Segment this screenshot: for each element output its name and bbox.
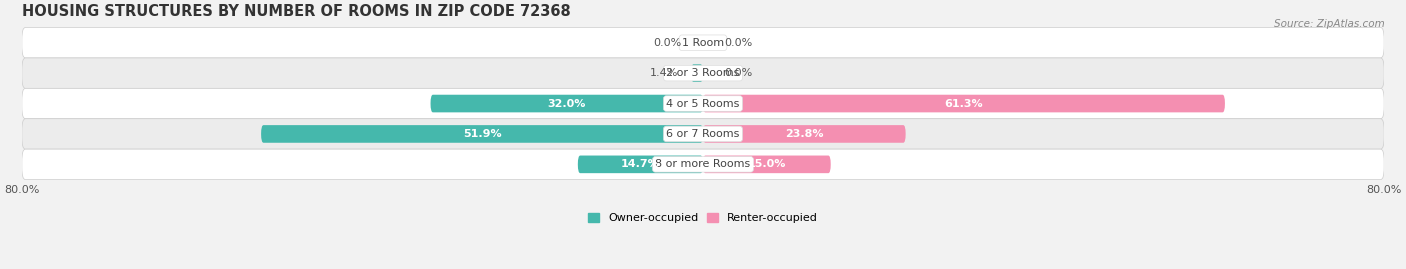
FancyBboxPatch shape bbox=[703, 95, 1225, 112]
FancyBboxPatch shape bbox=[578, 155, 703, 173]
Text: 32.0%: 32.0% bbox=[547, 98, 586, 109]
Text: HOUSING STRUCTURES BY NUMBER OF ROOMS IN ZIP CODE 72368: HOUSING STRUCTURES BY NUMBER OF ROOMS IN… bbox=[22, 4, 571, 19]
Text: 0.0%: 0.0% bbox=[654, 38, 682, 48]
FancyBboxPatch shape bbox=[22, 58, 1384, 88]
Text: 0.0%: 0.0% bbox=[724, 38, 752, 48]
FancyBboxPatch shape bbox=[22, 27, 1384, 58]
Text: 1 Room: 1 Room bbox=[682, 38, 724, 48]
Text: 1.4%: 1.4% bbox=[650, 68, 678, 78]
Text: 8 or more Rooms: 8 or more Rooms bbox=[655, 159, 751, 169]
Text: 0.0%: 0.0% bbox=[724, 68, 752, 78]
FancyBboxPatch shape bbox=[703, 125, 905, 143]
FancyBboxPatch shape bbox=[262, 125, 703, 143]
Text: 6 or 7 Rooms: 6 or 7 Rooms bbox=[666, 129, 740, 139]
Text: 61.3%: 61.3% bbox=[945, 98, 983, 109]
Text: 51.9%: 51.9% bbox=[463, 129, 502, 139]
FancyBboxPatch shape bbox=[430, 95, 703, 112]
Text: 14.7%: 14.7% bbox=[621, 159, 659, 169]
FancyBboxPatch shape bbox=[703, 155, 831, 173]
Text: Source: ZipAtlas.com: Source: ZipAtlas.com bbox=[1274, 19, 1385, 29]
FancyBboxPatch shape bbox=[22, 88, 1384, 119]
Text: 23.8%: 23.8% bbox=[785, 129, 824, 139]
Text: 2 or 3 Rooms: 2 or 3 Rooms bbox=[666, 68, 740, 78]
FancyBboxPatch shape bbox=[22, 149, 1384, 179]
FancyBboxPatch shape bbox=[22, 119, 1384, 149]
Legend: Owner-occupied, Renter-occupied: Owner-occupied, Renter-occupied bbox=[583, 209, 823, 228]
FancyBboxPatch shape bbox=[692, 64, 703, 82]
Text: 4 or 5 Rooms: 4 or 5 Rooms bbox=[666, 98, 740, 109]
Text: 15.0%: 15.0% bbox=[748, 159, 786, 169]
